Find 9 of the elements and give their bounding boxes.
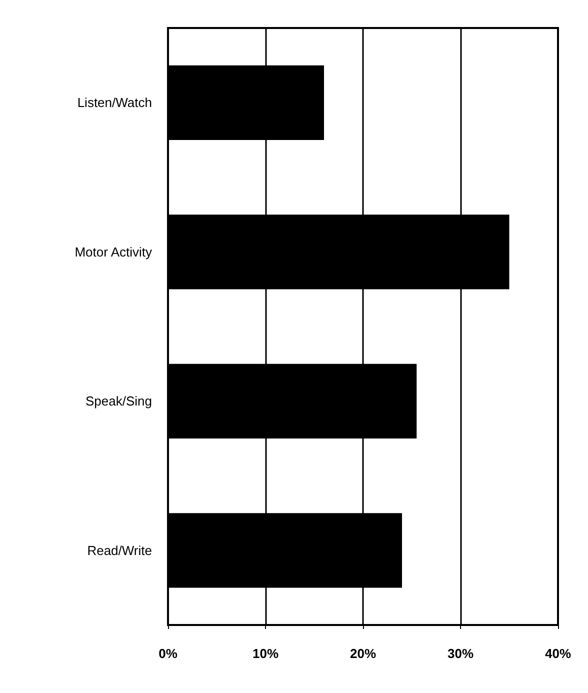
y-tick-label: Listen/Watch (77, 95, 152, 110)
x-tick-label: 10% (252, 646, 279, 661)
x-tick-label: 20% (350, 646, 376, 661)
y-tick-label: Read/Write (87, 542, 152, 558)
x-tick-label: 0% (158, 646, 178, 661)
y-tick-label: Speak/Sing (86, 394, 152, 409)
x-tick-label: 30% (447, 646, 474, 661)
y-tick-label: Motor Activity (74, 244, 152, 260)
x-tick-label: 40% (544, 646, 572, 661)
